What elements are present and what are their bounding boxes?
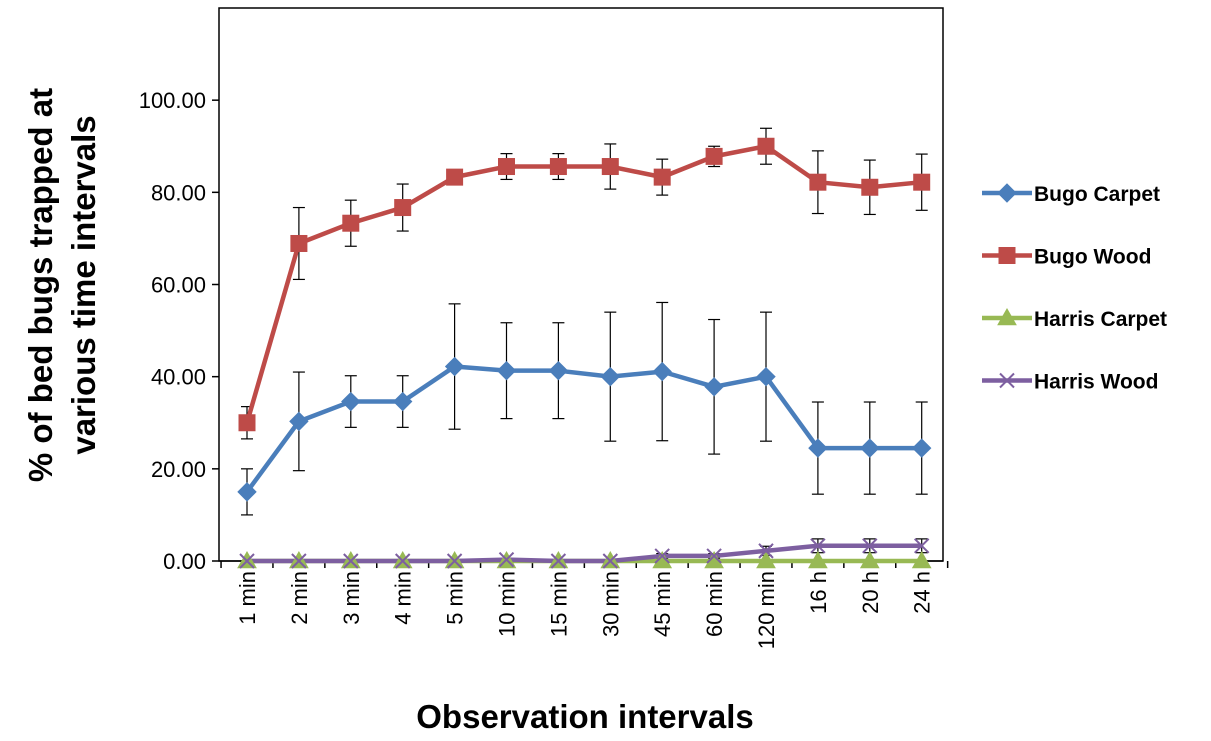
data-point xyxy=(289,411,309,432)
x-axis-title: Observation intervals xyxy=(416,698,753,735)
legend-label: Bugo Carpet xyxy=(1034,183,1160,206)
data-point xyxy=(808,550,828,569)
data-point xyxy=(498,551,515,568)
data-point xyxy=(862,538,878,554)
data-point xyxy=(237,482,257,502)
data-point xyxy=(809,173,827,191)
data-point xyxy=(861,178,879,196)
data-point xyxy=(394,553,411,569)
data-point xyxy=(911,438,932,458)
x-tick-label: 15 min xyxy=(546,571,571,637)
x-tick-label: 2 min xyxy=(287,571,312,625)
data-point xyxy=(394,199,412,217)
data-point xyxy=(600,366,621,387)
y-tick-label: 40.00 xyxy=(151,365,206,390)
data-point xyxy=(653,168,671,186)
y-tick-label: 20.00 xyxy=(151,457,206,482)
y-tick-label: 80.00 xyxy=(151,180,206,205)
x-tick-label: 120 min xyxy=(754,571,779,649)
data-point xyxy=(860,438,880,458)
data-point xyxy=(758,543,774,559)
data-point xyxy=(756,366,776,387)
series-markers xyxy=(237,137,932,569)
legend-marker xyxy=(998,247,1016,264)
plot-area-border xyxy=(218,7,944,562)
x-tick-label: 3 min xyxy=(339,571,364,625)
x-tick-label: 45 min xyxy=(650,571,675,637)
series-lines xyxy=(244,144,922,564)
series-line xyxy=(247,543,922,564)
data-point xyxy=(446,168,464,186)
y-tick-label: 100.00 xyxy=(139,88,206,113)
data-point xyxy=(498,158,515,176)
y-tick-label: 60.00 xyxy=(151,273,206,298)
data-point xyxy=(392,391,413,412)
x-tick-label: 10 min xyxy=(495,571,520,637)
data-point xyxy=(444,356,465,377)
x-tick-label: 30 min xyxy=(598,571,623,637)
data-point xyxy=(757,137,775,155)
data-point xyxy=(602,553,619,569)
x-tick-label: 5 min xyxy=(443,571,468,625)
series-line xyxy=(244,144,922,424)
data-point xyxy=(446,553,463,569)
x-tick-label: 16 h xyxy=(806,571,831,614)
x-tick-label: 1 min xyxy=(235,571,260,625)
data-point xyxy=(342,214,360,232)
legend-label: Harris Carpet xyxy=(1034,308,1167,331)
data-point xyxy=(343,553,359,569)
legend-label: Harris Wood xyxy=(1034,371,1158,394)
y-tick-label: 0.00 xyxy=(163,549,206,574)
data-point xyxy=(705,147,723,165)
x-tick-label: 24 h xyxy=(910,571,935,614)
legend-label: Bugo Wood xyxy=(1034,246,1151,269)
data-point xyxy=(808,438,828,458)
data-point xyxy=(704,377,724,397)
data-point xyxy=(239,553,255,569)
legend: Bugo Carpet Bugo Wood Harris Carpet Harris … xyxy=(982,183,1167,394)
legend-marker xyxy=(997,183,1017,203)
data-point xyxy=(654,548,670,564)
y-axis-title-line-2: various time intervals xyxy=(65,115,102,454)
legend-marker xyxy=(999,372,1015,389)
data-point xyxy=(706,548,722,564)
data-point xyxy=(911,550,932,569)
data-point xyxy=(548,360,569,381)
data-point xyxy=(652,361,672,382)
x-tick-label: 20 h xyxy=(858,571,883,614)
legend-marker xyxy=(997,307,1017,326)
data-point xyxy=(549,158,567,176)
y-axis-title-line-1: % of bed bugs trapped at xyxy=(22,88,59,482)
data-point xyxy=(913,173,931,191)
data-point xyxy=(756,550,776,569)
data-point xyxy=(496,360,517,381)
data-point xyxy=(341,391,361,412)
data-point xyxy=(238,414,256,432)
data-point xyxy=(291,553,307,569)
data-point xyxy=(290,234,308,252)
data-point xyxy=(913,538,930,554)
data-point xyxy=(810,538,826,554)
data-point xyxy=(550,553,567,569)
x-tick-label: 4 min xyxy=(391,571,416,625)
data-point xyxy=(601,158,619,176)
data-point xyxy=(859,550,880,569)
x-axis: 1 min 2 min 3 min 4 min 5 min 10 min 15 min 30 … xyxy=(219,560,949,649)
x-tick-label: 60 min xyxy=(702,571,727,637)
series-line xyxy=(245,364,922,494)
error-bars xyxy=(241,127,928,559)
y-axis: 0.00 20.00 40.00 60.00 80.00 100.00 xyxy=(139,88,219,574)
